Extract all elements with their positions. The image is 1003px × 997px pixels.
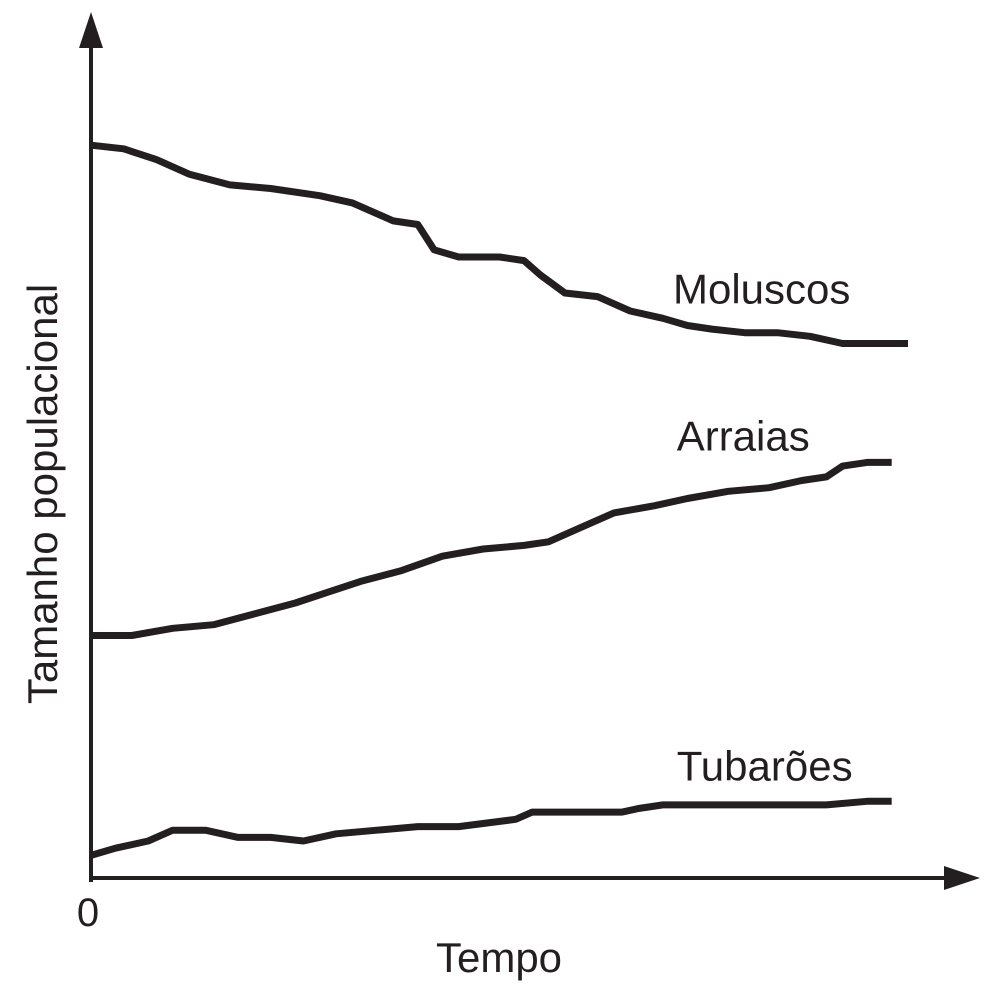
y-axis-arrow — [79, 12, 103, 48]
x-origin-label: 0 — [77, 891, 99, 935]
series-line-tubaroes — [90, 797, 892, 859]
x-axis-arrow — [944, 866, 980, 890]
series-line-arraias — [91, 458, 892, 639]
series-layer: Moluscos Arraias Tubarões — [90, 141, 908, 859]
series-label-moluscos: Moluscos — [673, 266, 850, 313]
y-axis-label: Tamanho populacional — [19, 284, 66, 704]
series-line-moluscos — [90, 141, 908, 347]
series-label-tubaroes: Tubarões — [677, 742, 853, 789]
series-label-arraias: Arraias — [677, 412, 810, 459]
x-axis-label: Tempo — [436, 934, 562, 981]
